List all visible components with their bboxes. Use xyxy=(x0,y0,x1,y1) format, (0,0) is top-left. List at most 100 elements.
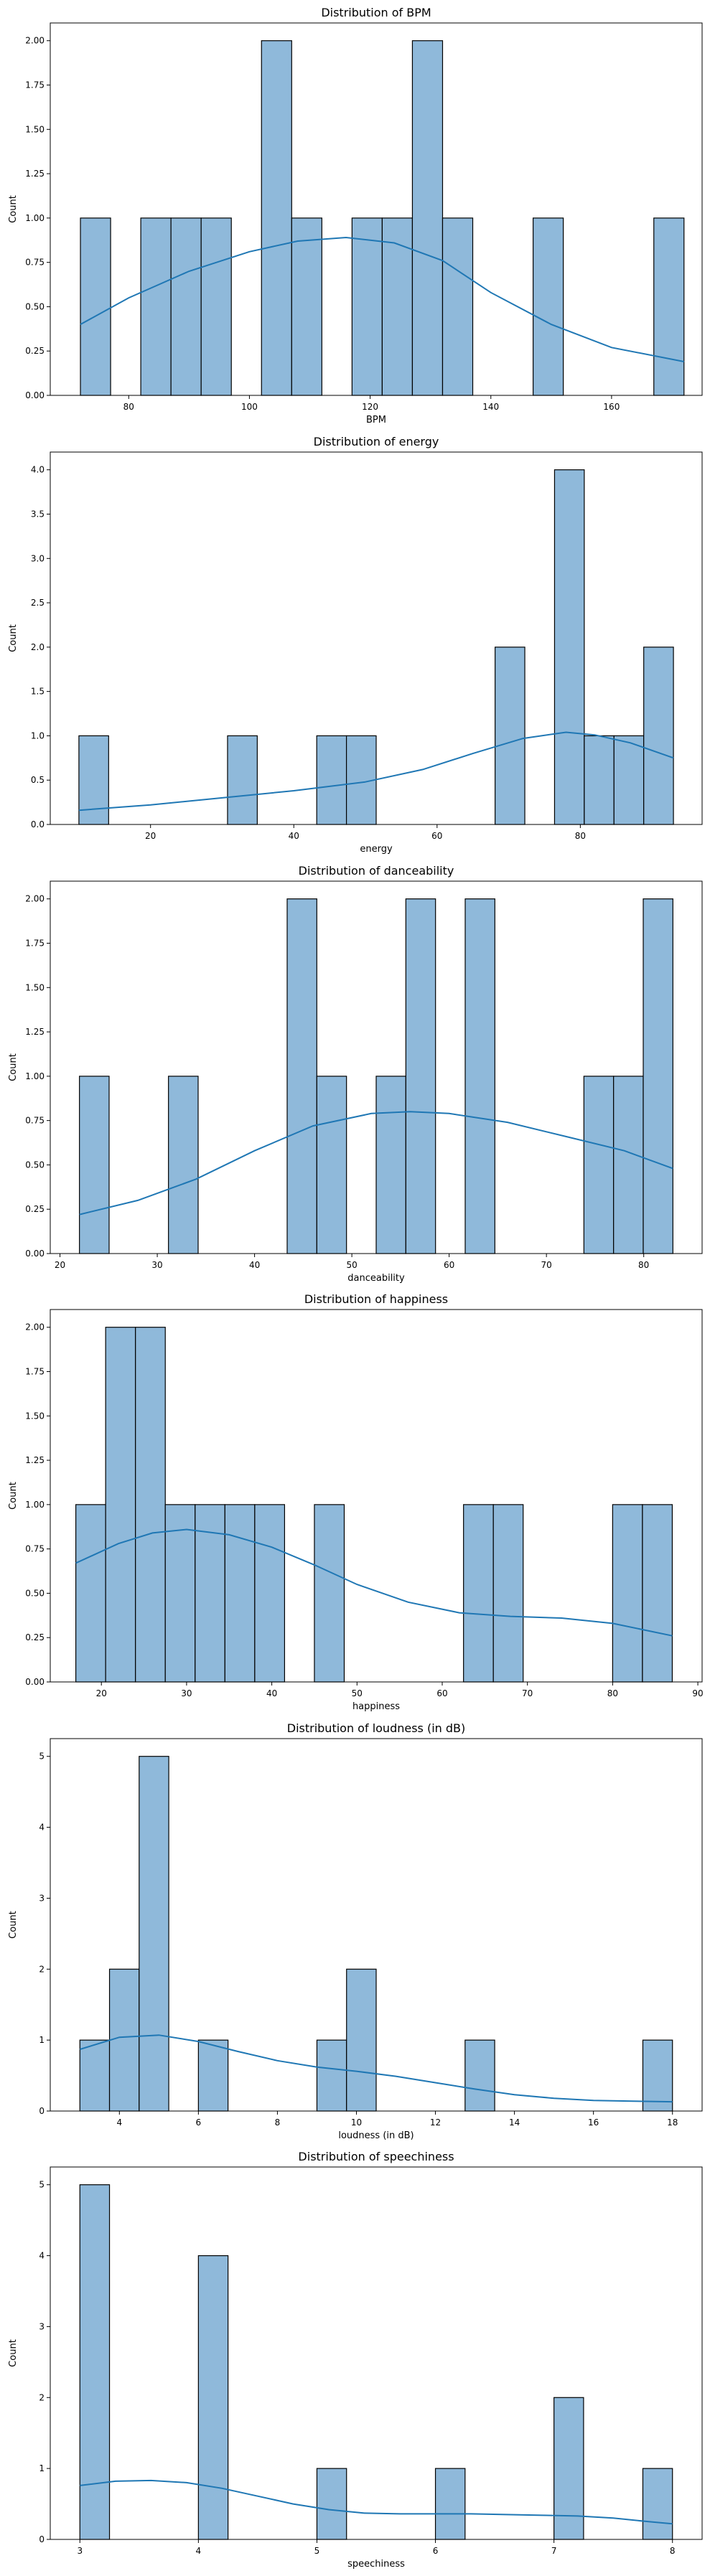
plot-frame xyxy=(50,1738,703,2112)
histogram-bar xyxy=(135,1327,166,1683)
x-axis-label: loudness (in dB) xyxy=(338,2130,414,2141)
x-tick-label: 4 xyxy=(196,2546,202,2556)
y-tick-label: 3 xyxy=(39,1893,45,1903)
histogram-bar xyxy=(168,1076,199,1254)
histogram-bar xyxy=(108,1968,140,2112)
histogram-bar xyxy=(200,217,232,396)
histogram-bar xyxy=(613,735,645,825)
histogram-bar xyxy=(224,1504,256,1683)
plot-frame xyxy=(50,880,703,1254)
y-axis-label: Count xyxy=(8,195,19,223)
x-axis-label: BPM xyxy=(366,415,386,426)
histogram-bar xyxy=(197,2255,229,2540)
y-tick-label: 1.75 xyxy=(25,80,45,90)
histogram-bar xyxy=(316,1076,347,1254)
chart-title: Distribution of loudness (in dB) xyxy=(287,1721,466,1735)
x-tick-label: 50 xyxy=(352,1688,363,1698)
y-tick-label: 3 xyxy=(39,2321,45,2331)
y-tick-label: 0.00 xyxy=(25,390,45,400)
x-tick-label: 5 xyxy=(314,2546,320,2556)
histogram-bar xyxy=(442,217,474,396)
histogram-bar xyxy=(316,2468,347,2540)
x-tick-label: 40 xyxy=(249,1260,260,1270)
histogram-bar xyxy=(643,647,674,825)
y-tick-label: 0.75 xyxy=(25,1544,45,1554)
x-tick-label: 7 xyxy=(551,2546,557,2556)
kde-curve xyxy=(80,2479,673,2525)
x-tick-label: 30 xyxy=(151,1260,162,1270)
y-tick-label: 3.0 xyxy=(31,553,45,563)
x-axis-label: danceability xyxy=(347,1273,405,1284)
y-tick-label: 1.25 xyxy=(25,169,45,179)
histogram-bar xyxy=(139,1756,169,2112)
histogram-bar xyxy=(291,217,322,396)
y-tick-label: 2.00 xyxy=(25,1322,45,1332)
histogram-bar xyxy=(314,1504,345,1683)
y-tick-label: 1.75 xyxy=(25,1367,45,1377)
x-tick-label: 90 xyxy=(692,1688,703,1698)
subplot-3: Distribution of danceability 20 30 40 50 60 70… xyxy=(8,864,703,1284)
y-tick-label: 1.50 xyxy=(25,1411,45,1421)
histogram-bar xyxy=(434,2468,466,2540)
histogram-bar xyxy=(140,217,172,396)
kde-curve xyxy=(79,1111,673,1216)
y-tick-label: 0 xyxy=(39,2106,45,2116)
y-tick-label: 0.0 xyxy=(31,819,45,829)
x-tick-label: 14 xyxy=(509,2117,520,2128)
histogram-bar xyxy=(197,2039,229,2112)
y-axis-label: Count xyxy=(8,1053,19,1081)
histogram-bar xyxy=(80,217,111,396)
x-tick-label: 70 xyxy=(522,1688,533,1698)
y-tick-label: 1.75 xyxy=(25,939,45,949)
x-tick-label: 70 xyxy=(541,1260,552,1270)
x-tick-label: 20 xyxy=(55,1260,65,1270)
histogram-bar xyxy=(346,1968,377,2112)
x-tick-label: 80 xyxy=(638,1260,649,1270)
histogram-bar xyxy=(642,1504,673,1683)
y-tick-label: 0.50 xyxy=(25,1588,45,1598)
kde-curve xyxy=(80,236,684,362)
chart-title: Distribution of happiness xyxy=(304,1292,448,1306)
y-tick-label: 4 xyxy=(39,2251,45,2261)
subplot-5: Distribution of loudness (in dB)4 6 8 10 12 1… xyxy=(8,1721,703,2141)
y-tick-label: 1.00 xyxy=(25,1500,45,1510)
x-tick-label: 40 xyxy=(289,831,299,841)
x-tick-label: 8 xyxy=(275,2117,281,2128)
y-axis-label: Count xyxy=(8,1911,19,1939)
x-tick-label: 20 xyxy=(96,1688,107,1698)
y-tick-label: 2.5 xyxy=(31,598,45,608)
histogram-bar xyxy=(316,735,347,825)
histogram-bar xyxy=(642,2468,673,2540)
x-axis-label: speechiness xyxy=(347,2559,405,2570)
plot-frame xyxy=(50,451,703,825)
histogram-bar xyxy=(411,40,444,396)
x-tick-label: 100 xyxy=(241,402,258,412)
chart-title: Distribution of BPM xyxy=(321,6,431,19)
x-tick-label: 30 xyxy=(181,1688,192,1698)
y-tick-label: 3.5 xyxy=(31,509,45,520)
x-tick-label: 4 xyxy=(116,2117,122,2128)
y-tick-label: 2.00 xyxy=(25,894,45,904)
histogram-bar xyxy=(612,1504,643,1683)
x-tick-label: 18 xyxy=(667,2117,678,2128)
histogram-bar xyxy=(78,735,109,825)
x-tick-label: 12 xyxy=(430,2117,441,2128)
y-axis-label: Count xyxy=(8,2339,19,2367)
y-tick-label: 0.25 xyxy=(25,346,45,356)
y-tick-label: 1.50 xyxy=(25,124,45,134)
x-tick-label: 3 xyxy=(77,2546,83,2556)
y-tick-label: 0.00 xyxy=(25,1249,45,1259)
kde-curve xyxy=(75,1528,673,1637)
histogram-bar xyxy=(464,2039,495,2112)
histogram-bar xyxy=(170,217,202,396)
histogram-bar xyxy=(584,735,615,825)
chart-title: Distribution of speechiness xyxy=(298,2150,454,2163)
histogram-bar xyxy=(105,1327,136,1683)
x-axis-label: happiness xyxy=(352,1701,400,1712)
y-tick-label: 5 xyxy=(39,1752,45,1762)
chart-title: Distribution of danceability xyxy=(299,864,454,878)
histogram-bar xyxy=(463,1504,494,1683)
y-tick-label: 1.25 xyxy=(25,1455,45,1465)
histogram-bar xyxy=(613,1076,644,1254)
